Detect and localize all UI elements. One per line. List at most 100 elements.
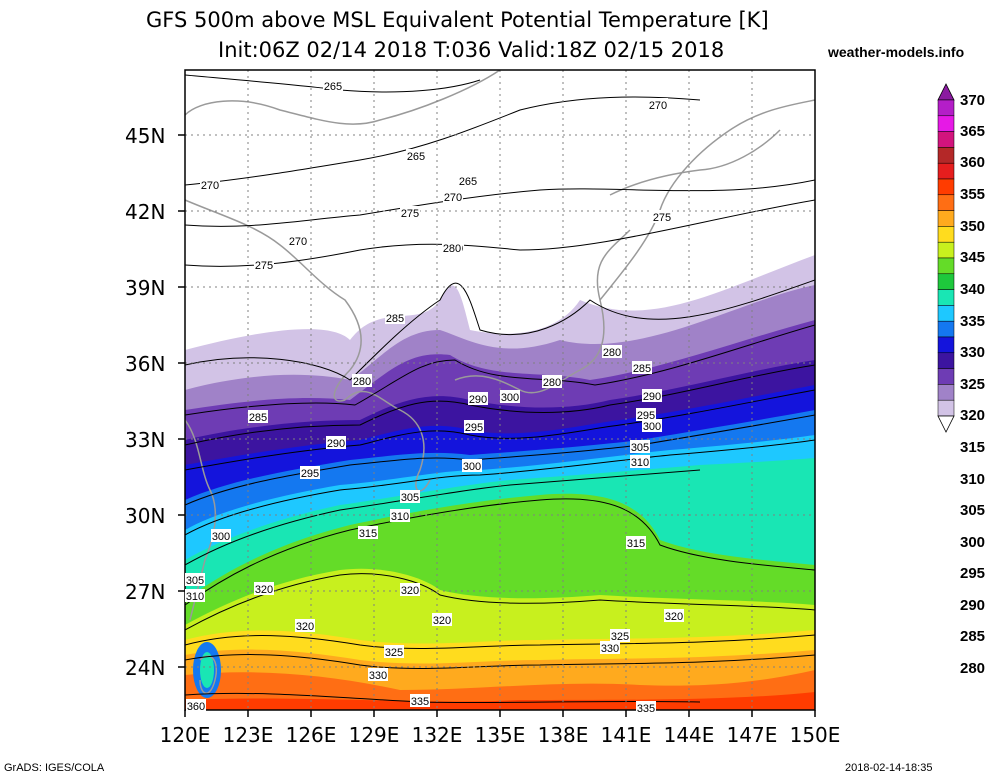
contour-label: 280 — [443, 243, 461, 255]
contour-label-bg — [186, 699, 206, 712]
contour-label: 320 — [665, 611, 683, 623]
contour-label-bg — [602, 345, 622, 358]
timestamp-label: 2018-02-14-18:35 — [845, 762, 933, 774]
contour-label-bg — [185, 573, 205, 586]
lon-label: 120E — [159, 723, 211, 747]
colorbar-label: 330 — [960, 344, 986, 361]
contour-label-bg — [462, 459, 482, 472]
contour-label-bg — [500, 390, 520, 403]
contour-label-bg — [468, 392, 488, 405]
contour-label: 325 — [385, 647, 403, 659]
contour-label: 270 — [649, 100, 667, 112]
colorbar-swatch — [937, 336, 955, 354]
contour-label: 310 — [391, 511, 409, 523]
lat-label: 30N — [125, 504, 166, 528]
contour-label-bg — [442, 241, 462, 254]
contour-label: 285 — [633, 363, 651, 375]
contour-label-bg — [464, 420, 484, 433]
contour-label-bg — [400, 206, 420, 219]
contour-label-bg — [600, 641, 620, 654]
contour-label: 320 — [401, 585, 419, 597]
contour-label-bg — [400, 490, 420, 503]
colorbar-label: 365 — [960, 123, 986, 140]
contour-label: 300 — [643, 421, 661, 433]
contour-label: 300 — [501, 392, 519, 404]
contour-label: 270 — [201, 180, 219, 192]
lon-label: 132E — [411, 723, 463, 747]
contour-label-bg — [390, 509, 410, 522]
contour-label: 310 — [186, 591, 204, 603]
contour-label-bg — [384, 645, 404, 658]
contour-label: 335 — [411, 696, 429, 708]
colorbar-swatch — [937, 241, 955, 259]
contour-label: 335 — [637, 703, 655, 715]
contour-label: 315 — [359, 528, 377, 540]
contour-label-bg — [648, 98, 668, 111]
lon-label: 138E — [537, 723, 589, 747]
contour-label-bg — [443, 190, 463, 203]
contour-label: 290 — [327, 438, 345, 450]
contour-label: 305 — [401, 492, 419, 504]
colorbar-label: 340 — [960, 281, 986, 298]
colorbar-swatch — [937, 115, 955, 132]
contour-label: 320 — [296, 621, 314, 633]
colorbar-label: 350 — [960, 218, 986, 235]
colorbar-swatch — [937, 178, 955, 196]
contour-label-bg — [211, 529, 231, 542]
colorbar-label: 315 — [960, 439, 986, 456]
lon-label: 129E — [348, 723, 400, 747]
colorbar-label: 360 — [960, 154, 986, 171]
contour-label: 330 — [601, 643, 619, 655]
colorbar-label: 305 — [960, 502, 986, 519]
contour-label: 320 — [255, 584, 273, 596]
tropical-cell-core — [200, 652, 214, 688]
colorbar-label: 370 — [960, 92, 986, 109]
colorbar-swatch — [937, 257, 955, 275]
colorbar-top-arrow — [937, 83, 955, 101]
colorbar-swatch — [937, 384, 955, 401]
contour-label-bg — [406, 149, 426, 162]
colorbar-swatch — [937, 289, 955, 306]
contour-label-bg — [352, 374, 372, 387]
lon-label: 144E — [663, 723, 715, 747]
brand-label: weather-models.info — [828, 44, 965, 60]
contour-label-bg — [610, 629, 630, 642]
contour-label: 285 — [249, 412, 267, 424]
lat-label: 24N — [125, 656, 166, 680]
contour-label: 310 — [631, 457, 649, 469]
colorbar-label: 355 — [960, 186, 986, 203]
colorbar-swatch — [937, 210, 955, 227]
contour-label-bg — [185, 589, 205, 602]
colorbar-swatch — [937, 320, 955, 338]
colorbar-label: 310 — [960, 471, 986, 488]
contour-label: 285 — [386, 313, 404, 325]
colorbar-label: 335 — [960, 313, 986, 330]
contour-label: 360 — [187, 701, 205, 713]
contour-label: 305 — [631, 442, 649, 454]
contour-label: 325 — [611, 631, 629, 643]
contour-label: 280 — [543, 377, 561, 389]
contour-label-bg — [300, 466, 320, 479]
colorbar-swatch — [937, 305, 955, 322]
contour-label-bg — [254, 582, 274, 595]
contour-label-bg — [323, 79, 343, 92]
contour-label-bg — [368, 668, 388, 681]
contour-label-bg — [636, 701, 656, 714]
contour-label: 300 — [212, 531, 230, 543]
colorbar-swatch — [937, 99, 955, 117]
colorbar-bottom-arrow — [937, 415, 955, 433]
contour-label-bg — [642, 389, 662, 402]
credit-label: GrADS: IGES/COLA — [4, 762, 105, 774]
contour-label-bg — [295, 619, 315, 632]
contour-label-bg — [248, 410, 268, 423]
contour-label: 270 — [444, 192, 462, 204]
contour-label: 275 — [255, 260, 273, 272]
contour-label-bg — [385, 311, 405, 324]
lon-label: 135E — [474, 723, 526, 747]
contour-label-bg — [632, 361, 652, 374]
contour-label: 265 — [324, 81, 342, 93]
lat-label: 33N — [125, 428, 166, 452]
contour-label: 270 — [289, 236, 307, 248]
contour-label: 295 — [465, 422, 483, 434]
